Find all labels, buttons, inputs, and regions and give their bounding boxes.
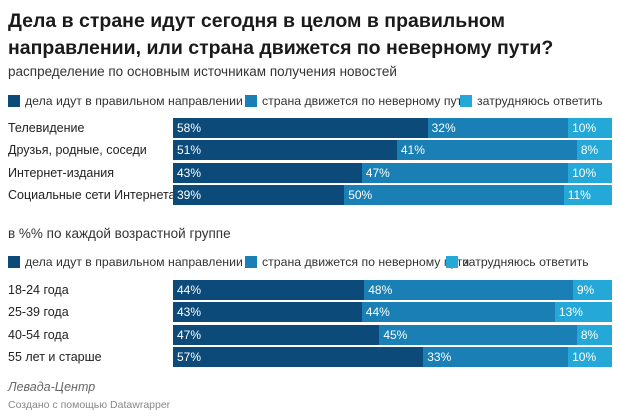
bar-segment: 39%: [173, 184, 345, 205]
category-label: Интернет-издания: [8, 165, 115, 180]
credit-label: Создано с помощью Datawrapper: [8, 399, 171, 411]
category-label: 40-54 года: [8, 327, 69, 342]
bar-segment: 43%: [173, 302, 362, 323]
data-label: 41%: [400, 143, 425, 158]
data-label: 47%: [177, 327, 202, 342]
stacked-bar: 58% 32% 10%: [173, 118, 612, 138]
legend-label: дела идут в правильном направлении: [25, 255, 243, 269]
data-label: 44%: [177, 283, 202, 297]
category-label: 18-24 года: [8, 283, 69, 297]
bar-segment: 11%: [563, 184, 612, 205]
legend-label: затрудняюсь ответить: [463, 255, 589, 269]
stacked-bar: 51% 41% 8%: [173, 140, 612, 161]
bar-segment: 57%: [173, 346, 424, 367]
data-label: 32%: [431, 121, 456, 135]
category-label: 25-39 года: [8, 305, 69, 320]
chart-subtitle: распределение по основным источникам пол…: [8, 64, 397, 79]
bar-segment: 44%: [173, 280, 365, 300]
category-label: Друзья, родные, соседи: [8, 143, 147, 158]
bar-segment: 32%: [427, 118, 569, 138]
legend-swatch: [245, 95, 257, 107]
data-label: 11%: [567, 187, 591, 202]
bar-segment: 10%: [568, 118, 612, 138]
legend-swatch: [8, 256, 20, 268]
data-label: 50%: [348, 187, 373, 202]
stacked-bar: 39% 50% 11%: [173, 184, 612, 205]
bar-segment: 33%: [423, 346, 569, 367]
bar-segment: 47%: [361, 162, 569, 183]
data-label: 10%: [572, 121, 597, 135]
data-label: 51%: [177, 143, 202, 158]
category-label: Социальные сети Интернета: [8, 187, 176, 202]
data-label: 57%: [177, 349, 202, 364]
bar-segment: 41%: [396, 140, 577, 161]
bar-segment: 43%: [173, 162, 362, 183]
data-label: 43%: [177, 305, 202, 320]
bar-segment: 44%: [361, 302, 555, 323]
data-label: 10%: [572, 349, 597, 364]
bar-segment: 10%: [568, 346, 612, 367]
stacked-bar: 43% 47% 10%: [173, 162, 612, 183]
stacked-bar: 43% 44% 13%: [173, 302, 612, 323]
data-label: 43%: [177, 165, 202, 180]
bar-segment: 8%: [576, 140, 612, 161]
legend-label: затрудняюсь ответить: [477, 94, 603, 108]
bar-segment: 47%: [173, 324, 380, 345]
data-label: 8%: [580, 327, 599, 342]
data-label: 9%: [576, 283, 595, 297]
data-label: 13%: [558, 305, 583, 320]
legend-swatch: [446, 256, 458, 268]
bar-segment: 9%: [572, 280, 612, 300]
data-label: 45%: [383, 327, 408, 342]
bar-segment: 48%: [364, 280, 573, 300]
stacked-bar: 47% 45% 8%: [173, 324, 612, 345]
data-label: 39%: [177, 187, 202, 202]
data-label: 47%: [365, 165, 390, 180]
chart-title: Дела в стране идут сегодня в целом в пра…: [8, 10, 554, 59]
source-label: Левада-Центр: [8, 380, 96, 394]
category-label: 55 лет и старше: [8, 349, 102, 364]
bar-segment: 13%: [554, 302, 612, 323]
legend-label: страна движется по неверному пути: [262, 94, 470, 108]
legend-swatch: [460, 95, 472, 107]
bar-segment: 50%: [344, 184, 564, 205]
data-label: 58%: [177, 121, 202, 135]
legend-label: страна движется по неверному пути: [262, 255, 470, 269]
data-label: 48%: [368, 283, 393, 297]
stacked-bar: 57% 33% 10%: [173, 346, 612, 367]
bar-segment: 8%: [576, 324, 612, 345]
data-label: 44%: [365, 305, 390, 320]
data-label: 33%: [427, 349, 452, 364]
data-label: 8%: [580, 143, 599, 158]
legend-swatch: [8, 95, 20, 107]
bar-segment: 58%: [173, 118, 428, 138]
bar-segment: 10%: [568, 162, 612, 183]
bar-segment: 45%: [379, 324, 577, 345]
bar-segment: 51%: [173, 140, 397, 161]
legend-label: дела идут в правильном направлении: [25, 94, 243, 108]
category-label: Телевидение: [8, 121, 85, 135]
chart-subtitle: в %% по каждой возрастной группе: [8, 226, 231, 241]
stacked-bar: 44% 48% 9%: [173, 280, 612, 300]
data-label: 10%: [572, 165, 597, 180]
legend-swatch: [245, 256, 257, 268]
